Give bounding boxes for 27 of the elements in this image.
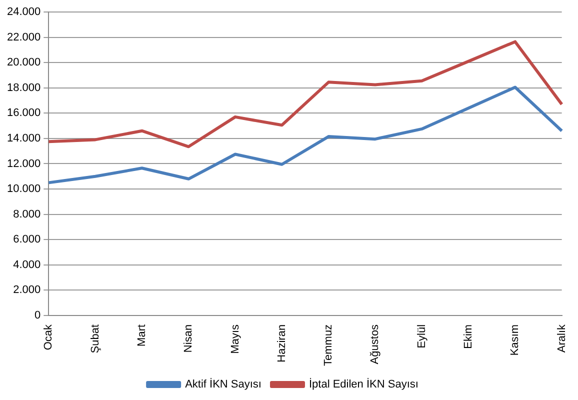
x-tick-label: Aralık bbox=[556, 324, 568, 353]
x-tick-label: Mayıs bbox=[229, 324, 242, 354]
y-tick-label: 10.000 bbox=[6, 183, 41, 196]
legend-label: Aktif İKN Sayısı bbox=[185, 378, 262, 391]
y-tick-label: 8.000 bbox=[13, 208, 41, 220]
y-tick-label: 22.000 bbox=[6, 31, 41, 44]
x-tick-label: Ocak bbox=[42, 324, 55, 350]
x-tick-label: Ekim bbox=[462, 324, 475, 349]
y-tick-label: 20.000 bbox=[6, 56, 41, 69]
y-tick-label: 16.000 bbox=[6, 107, 41, 120]
legend-label: İptal Edilen İKN Sayısı bbox=[308, 378, 418, 391]
y-tick-label: 18.000 bbox=[6, 82, 41, 94]
x-tick-label: Nisan bbox=[182, 324, 195, 353]
x-tick-label: Eylül bbox=[416, 324, 428, 348]
x-tick-label: Kasım bbox=[509, 324, 522, 356]
y-tick-label: 2.000 bbox=[13, 284, 41, 296]
y-tick-label: 6.000 bbox=[13, 234, 41, 246]
y-tick-label: 14.000 bbox=[6, 132, 41, 144]
x-tick-label: Şubat bbox=[89, 324, 102, 354]
y-tick-label: 0 bbox=[34, 309, 41, 322]
x-tick-label: Mart bbox=[136, 324, 148, 346]
y-tick-label: 4.000 bbox=[13, 258, 41, 271]
y-tick-label: 24.000 bbox=[6, 6, 41, 18]
y-tick-label: 12.000 bbox=[6, 158, 41, 170]
x-tick-label: Haziran bbox=[276, 324, 288, 362]
x-tick-label: Ağustos bbox=[369, 324, 382, 364]
x-tick-label: Temmuz bbox=[322, 324, 335, 366]
